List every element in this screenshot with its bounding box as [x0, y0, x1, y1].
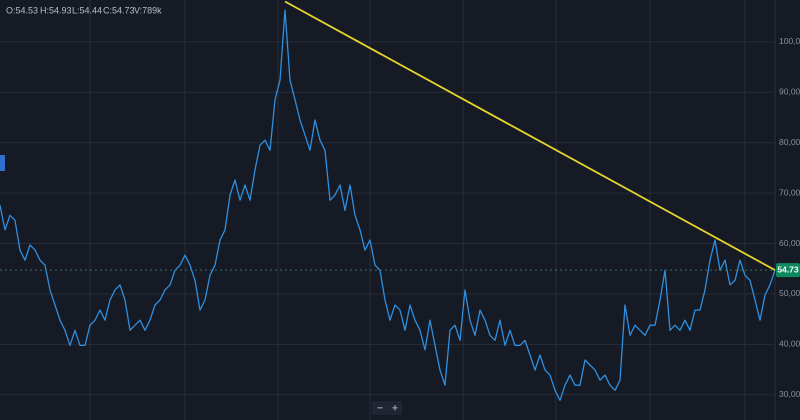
y-tick-label: 100,00	[779, 36, 800, 46]
last-price-label: 54.73	[777, 264, 799, 274]
y-tick-label: 80,00	[779, 137, 800, 147]
zoom-out[interactable]: −	[377, 402, 383, 414]
y-tick-label: 70,00	[779, 187, 800, 197]
last-price-badge	[776, 263, 800, 278]
y-tick-label: 60,00	[779, 238, 800, 248]
y-tick-label: 50,00	[779, 288, 800, 298]
zoom-box	[372, 401, 402, 415]
high: H:54.93	[40, 5, 72, 15]
side-handle[interactable]	[0, 155, 5, 171]
open: O:54.53	[6, 5, 38, 15]
volume: V:789k	[134, 5, 162, 15]
trend-line	[284, 0, 776, 271]
x-grid	[89, 0, 746, 420]
y-tick-label: 90,00	[779, 87, 800, 97]
y-tick-label: 30,00	[779, 389, 800, 399]
low: L:54.44	[72, 5, 102, 15]
y-tick-label: 40,00	[779, 339, 800, 349]
zoom-in[interactable]: +	[392, 402, 398, 414]
close: C:54.73	[103, 5, 135, 15]
price-line	[0, 9, 776, 401]
